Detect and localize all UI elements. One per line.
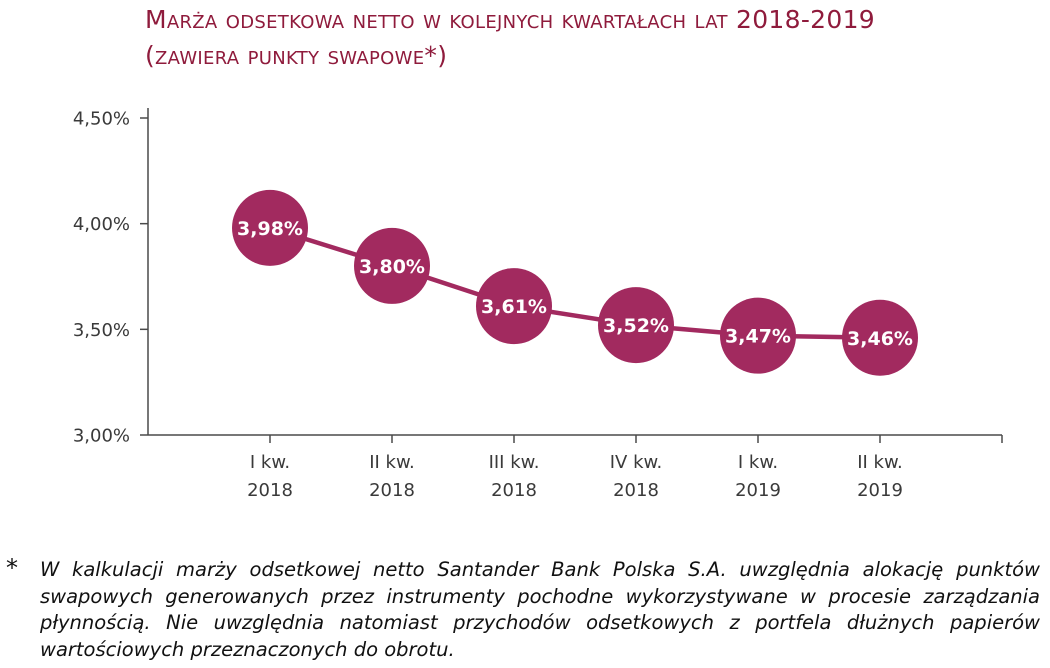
x-tick-label-year: 2018 xyxy=(491,480,537,501)
data-point-label: 3,52% xyxy=(603,315,669,337)
data-point-label: 3,98% xyxy=(237,218,303,240)
y-tick-label: 3,50% xyxy=(73,320,130,341)
data-point-marker xyxy=(720,297,796,374)
data-point-marker xyxy=(476,268,552,345)
data-point-marker xyxy=(232,189,308,266)
data-point-marker xyxy=(842,299,918,376)
chart-title: Marża odsetkowa netto w kolejnych kwarta… xyxy=(145,5,875,34)
x-tick-label-quarter: III kw. xyxy=(489,452,540,473)
chart-subtitle: (zawiera punkty swapowe*) xyxy=(145,41,448,70)
x-tick-label-quarter: IV kw. xyxy=(610,452,663,473)
data-point-label: 3,80% xyxy=(359,256,425,278)
chart-title-block: Marża odsetkowa netto w kolejnych kwarta… xyxy=(145,2,1025,74)
x-tick-label-quarter: I kw. xyxy=(738,452,778,473)
x-tick-label-year: 2018 xyxy=(613,480,659,501)
x-tick-label-quarter: I kw. xyxy=(250,452,290,473)
data-point-label: 3,46% xyxy=(847,328,913,350)
x-tick-label-year: 2019 xyxy=(857,480,903,501)
x-tick-label-quarter: II kw. xyxy=(857,452,903,473)
y-tick-label: 4,50% xyxy=(73,109,130,130)
y-tick-label: 4,00% xyxy=(73,214,130,235)
data-point-marker xyxy=(354,227,430,304)
x-tick-label-quarter: II kw. xyxy=(369,452,415,473)
data-point-marker xyxy=(598,287,674,364)
footnote-text: W kalkulacji marży odsetkowej netto Sant… xyxy=(40,558,1040,661)
x-tick-label-year: 2019 xyxy=(735,480,781,501)
footnote-asterisk: * xyxy=(6,554,18,582)
data-point-label: 3,47% xyxy=(725,326,791,348)
net-interest-margin-line-chart: 3,00% 3,50% 4,00% 4,50% I kw. 2018 II kw. 2018 I… xyxy=(73,108,1003,501)
y-tick-label: 3,00% xyxy=(73,426,130,447)
x-tick-label-year: 2018 xyxy=(369,480,415,501)
data-point-label: 3,61% xyxy=(481,296,547,318)
x-tick-label-year: 2018 xyxy=(247,480,293,501)
